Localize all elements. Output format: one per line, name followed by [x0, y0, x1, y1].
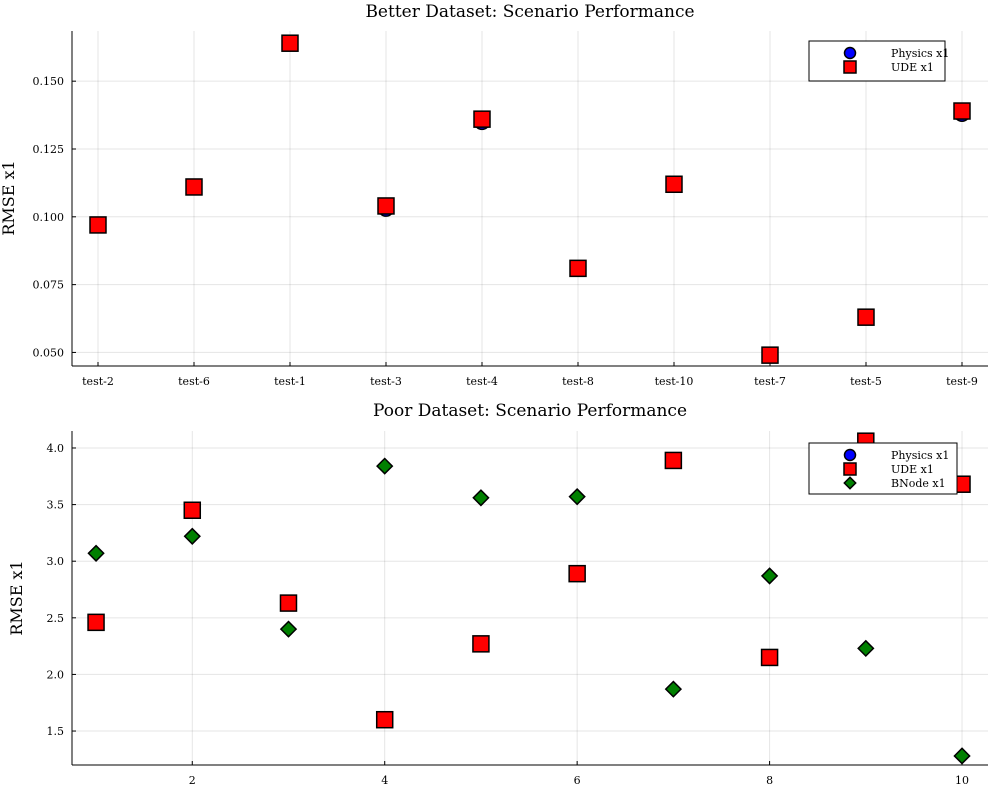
x-tick-label: 10 — [955, 774, 969, 787]
diamond-point — [857, 639, 875, 658]
square-point — [857, 308, 875, 326]
diamond-point — [183, 527, 201, 545]
data-points — [89, 34, 971, 364]
x-tick-label: test-6 — [178, 375, 210, 388]
legend-label: Physics x1 — [891, 47, 949, 60]
legend-label: BNode x1 — [891, 477, 946, 490]
square-point — [377, 197, 395, 215]
diamond-point — [472, 489, 490, 507]
x-tick-label: test-1 — [274, 375, 306, 388]
x-tick-label: test-5 — [850, 375, 882, 388]
tick-labels: test-2 test-6 test-1 test-3 test-4 test-8 test… — [33, 75, 978, 388]
x-tick-label: 2 — [189, 774, 196, 787]
y-axis-label: RMSE x1 — [0, 160, 18, 235]
y-tick-label: 3.0 — [47, 555, 65, 568]
y-tick-label: 2.0 — [47, 668, 65, 681]
y-tick-label: 0.100 — [33, 211, 65, 224]
diamond-point — [568, 488, 586, 506]
square-point — [665, 175, 683, 194]
chart-title: Better Dataset: Scenario Performance — [365, 2, 694, 22]
y-tick-label: 2.5 — [47, 612, 65, 625]
x-tick-label: test-9 — [946, 375, 978, 388]
legend-label: UDE x1 — [891, 463, 934, 476]
square-point — [183, 501, 202, 520]
x-tick-label: test-3 — [370, 375, 402, 388]
square-point — [279, 594, 298, 612]
x-tick-label: test-2 — [82, 375, 114, 388]
diamond-point — [953, 747, 971, 765]
legend-box — [808, 40, 946, 82]
x-tick-label: 6 — [574, 774, 581, 787]
poor-dataset-panel: Poor Dataset: Scenario Performance RMSE … — [7, 401, 988, 787]
legend-marker — [843, 46, 857, 60]
legend-box — [808, 442, 958, 495]
diamond-point — [760, 567, 779, 585]
legend-marker — [843, 60, 857, 74]
legend-marker — [843, 462, 857, 476]
square-point — [473, 110, 491, 128]
y-tick-label: 4.0 — [47, 442, 65, 455]
square-point — [472, 635, 490, 653]
axes — [71, 31, 988, 367]
square-point — [568, 564, 586, 583]
x-tick-label: test-10 — [655, 375, 694, 388]
y-tick-label: 0.150 — [33, 75, 65, 88]
legend-label: Physics x1 — [891, 449, 949, 462]
square-point — [760, 648, 779, 667]
diamond-point — [87, 544, 105, 562]
square-point — [569, 259, 587, 278]
square-point — [87, 613, 105, 632]
y-tick-label: 0.075 — [33, 279, 65, 292]
y-tick-label: 1.5 — [47, 725, 65, 738]
square-point — [281, 34, 299, 52]
better-dataset-panel: Better Dataset: Scenario Performance RMS… — [0, 2, 988, 388]
tick-labels: 2 4 6 8 10 1.5 2.0 2.5 3.0 3.5 4.0 — [47, 442, 970, 787]
x-tick-label: 4 — [381, 774, 388, 787]
diamond-point — [376, 457, 394, 475]
square-point — [185, 178, 203, 196]
x-tick-label: test-4 — [466, 375, 498, 388]
square-point — [89, 216, 107, 234]
diamond-point — [279, 620, 298, 638]
y-tick-label: 3.5 — [47, 499, 65, 512]
y-tick-label: 0.125 — [33, 143, 65, 156]
y-tick-label: 0.050 — [33, 346, 65, 359]
x-tick-label: test-8 — [562, 375, 594, 388]
square-point — [761, 346, 779, 364]
square-point — [953, 102, 971, 120]
legend-marker — [843, 448, 857, 462]
x-tick-label: test-7 — [754, 375, 786, 388]
chart-title: Poor Dataset: Scenario Performance — [373, 401, 687, 421]
diamond-point — [664, 680, 683, 698]
legend-marker — [843, 476, 857, 490]
square-point — [664, 451, 683, 470]
legend-label: UDE x1 — [891, 61, 934, 74]
y-axis-label: RMSE x1 — [7, 560, 26, 635]
square-point — [375, 710, 394, 729]
x-tick-label: 8 — [766, 774, 773, 787]
data-points — [87, 432, 971, 765]
